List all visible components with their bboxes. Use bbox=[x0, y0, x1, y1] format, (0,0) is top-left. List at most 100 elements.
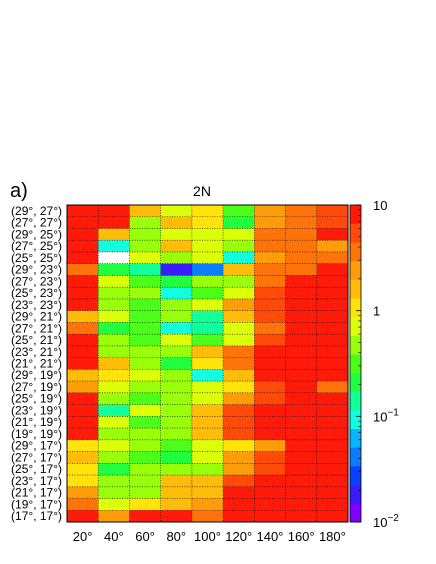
heatmap-cell bbox=[129, 428, 161, 441]
heatmap-cell bbox=[98, 216, 130, 229]
heatmap-cell bbox=[98, 475, 130, 488]
heatmap-cell bbox=[223, 310, 255, 323]
y-tick-label: (27°, 21°) bbox=[11, 321, 62, 335]
heatmap-cell bbox=[285, 275, 318, 288]
heatmap-cell bbox=[67, 287, 99, 300]
heatmap-cell bbox=[223, 205, 255, 218]
colorbar-tick-labels: 10 1 10−1 10−2 bbox=[373, 198, 399, 530]
heatmap-cell bbox=[129, 510, 161, 523]
heatmap-cell bbox=[223, 463, 255, 476]
y-tick-label: (29°, 17°) bbox=[11, 439, 62, 453]
heatmap-cell bbox=[223, 416, 255, 429]
heatmap-cell bbox=[129, 369, 161, 382]
plot-frame bbox=[66, 204, 349, 523]
heatmap-cell bbox=[129, 345, 161, 358]
colorbar-segment bbox=[350, 260, 361, 280]
heatmap-cell bbox=[67, 275, 99, 288]
y-tick-label: (27°, 19°) bbox=[11, 380, 62, 394]
y-tick-label: (23°, 21°) bbox=[11, 345, 62, 359]
heatmap-cell bbox=[285, 228, 318, 241]
heatmap-cell bbox=[223, 451, 255, 464]
y-tick-label: (21°, 19°) bbox=[11, 415, 62, 429]
x-tick-label: 120° bbox=[225, 529, 252, 544]
x-tick-label: 60° bbox=[135, 529, 155, 544]
colorbar bbox=[349, 204, 362, 523]
heatmap-cell bbox=[191, 287, 224, 300]
heatmap-cell bbox=[160, 404, 193, 417]
heatmap-cell bbox=[316, 228, 349, 241]
heatmap-cell bbox=[254, 216, 286, 229]
heatmap-cell bbox=[316, 251, 349, 264]
heatmap-cell bbox=[98, 357, 130, 370]
heatmap-cell bbox=[285, 463, 318, 476]
heatmap-cell bbox=[285, 486, 318, 499]
heatmap-cell bbox=[285, 498, 318, 511]
heatmap-cell bbox=[316, 498, 349, 511]
heatmap-cell bbox=[191, 498, 224, 511]
panel-label: a) bbox=[10, 180, 28, 202]
heatmap-cell bbox=[285, 439, 318, 452]
heatmap-cell bbox=[285, 381, 318, 394]
heatmap-cell bbox=[98, 486, 130, 499]
heatmap-cell bbox=[191, 298, 224, 311]
heatmap-cell bbox=[98, 404, 130, 417]
heatmap-cell bbox=[67, 205, 99, 218]
heatmap-cell bbox=[316, 357, 349, 370]
y-tick-label: (21°, 21°) bbox=[11, 357, 62, 371]
heatmap-cell bbox=[160, 392, 193, 405]
y-tick-label: (25°, 17°) bbox=[11, 462, 62, 476]
y-tick-label: (29°, 21°) bbox=[11, 310, 62, 324]
heatmap-cell bbox=[160, 463, 193, 476]
heatmap-cell bbox=[129, 451, 161, 464]
heatmap-cell bbox=[191, 357, 224, 370]
heatmap-cell bbox=[191, 486, 224, 499]
heatmap-cell bbox=[67, 240, 99, 253]
heatmap-cell bbox=[160, 451, 193, 464]
heatmap-cell bbox=[285, 510, 318, 523]
heatmap-cell bbox=[67, 404, 99, 417]
heatmap-cell bbox=[316, 298, 349, 311]
heatmap-cell bbox=[67, 486, 99, 499]
heatmap-cell bbox=[316, 428, 349, 441]
heatmap-cell bbox=[98, 498, 130, 511]
heatmap-cell bbox=[98, 275, 130, 288]
colorbar-segment bbox=[350, 354, 361, 374]
heatmap-cell bbox=[191, 334, 224, 347]
heatmap-cell bbox=[254, 475, 286, 488]
heatmap-cell bbox=[254, 298, 286, 311]
heatmap-cell bbox=[316, 345, 349, 358]
y-tick-label: (27°, 25°) bbox=[11, 239, 62, 253]
heatmap-cell bbox=[67, 416, 99, 429]
colorbar-segment bbox=[350, 205, 361, 224]
heatmap-cell bbox=[316, 486, 349, 499]
heatmap-cell bbox=[223, 322, 255, 335]
heatmap-cell bbox=[285, 287, 318, 300]
x-tick-label: 80° bbox=[166, 529, 186, 544]
colorbar-tick-label: 1 bbox=[373, 304, 380, 319]
colorbar-segment bbox=[350, 372, 361, 392]
colorbar-segment bbox=[350, 298, 361, 318]
heatmap-cell bbox=[191, 228, 224, 241]
heatmap-cell bbox=[67, 381, 99, 394]
heatmap-cell bbox=[129, 439, 161, 452]
heatmap-cell bbox=[316, 392, 349, 405]
heatmap-cell bbox=[254, 251, 286, 264]
heatmap-cell bbox=[67, 463, 99, 476]
heatmap-cell bbox=[160, 428, 193, 441]
heatmap-cell bbox=[160, 510, 193, 523]
colorbar-segment bbox=[350, 428, 361, 448]
heatmap-cell bbox=[67, 334, 99, 347]
heatmap-cell bbox=[191, 463, 224, 476]
heatmap-cell bbox=[67, 451, 99, 464]
heatmap-cell bbox=[98, 287, 130, 300]
heatmap-cell bbox=[129, 216, 161, 229]
heatmap-cell bbox=[316, 334, 349, 347]
heatmap-cell bbox=[316, 322, 349, 335]
heatmap-cell bbox=[129, 298, 161, 311]
heatmap-cell bbox=[98, 205, 130, 218]
heatmap-cell bbox=[129, 240, 161, 253]
heatmap-cell bbox=[316, 404, 349, 417]
heatmap-cell bbox=[67, 251, 99, 264]
x-tick-label: 40° bbox=[104, 529, 124, 544]
heatmap-cell bbox=[129, 287, 161, 300]
